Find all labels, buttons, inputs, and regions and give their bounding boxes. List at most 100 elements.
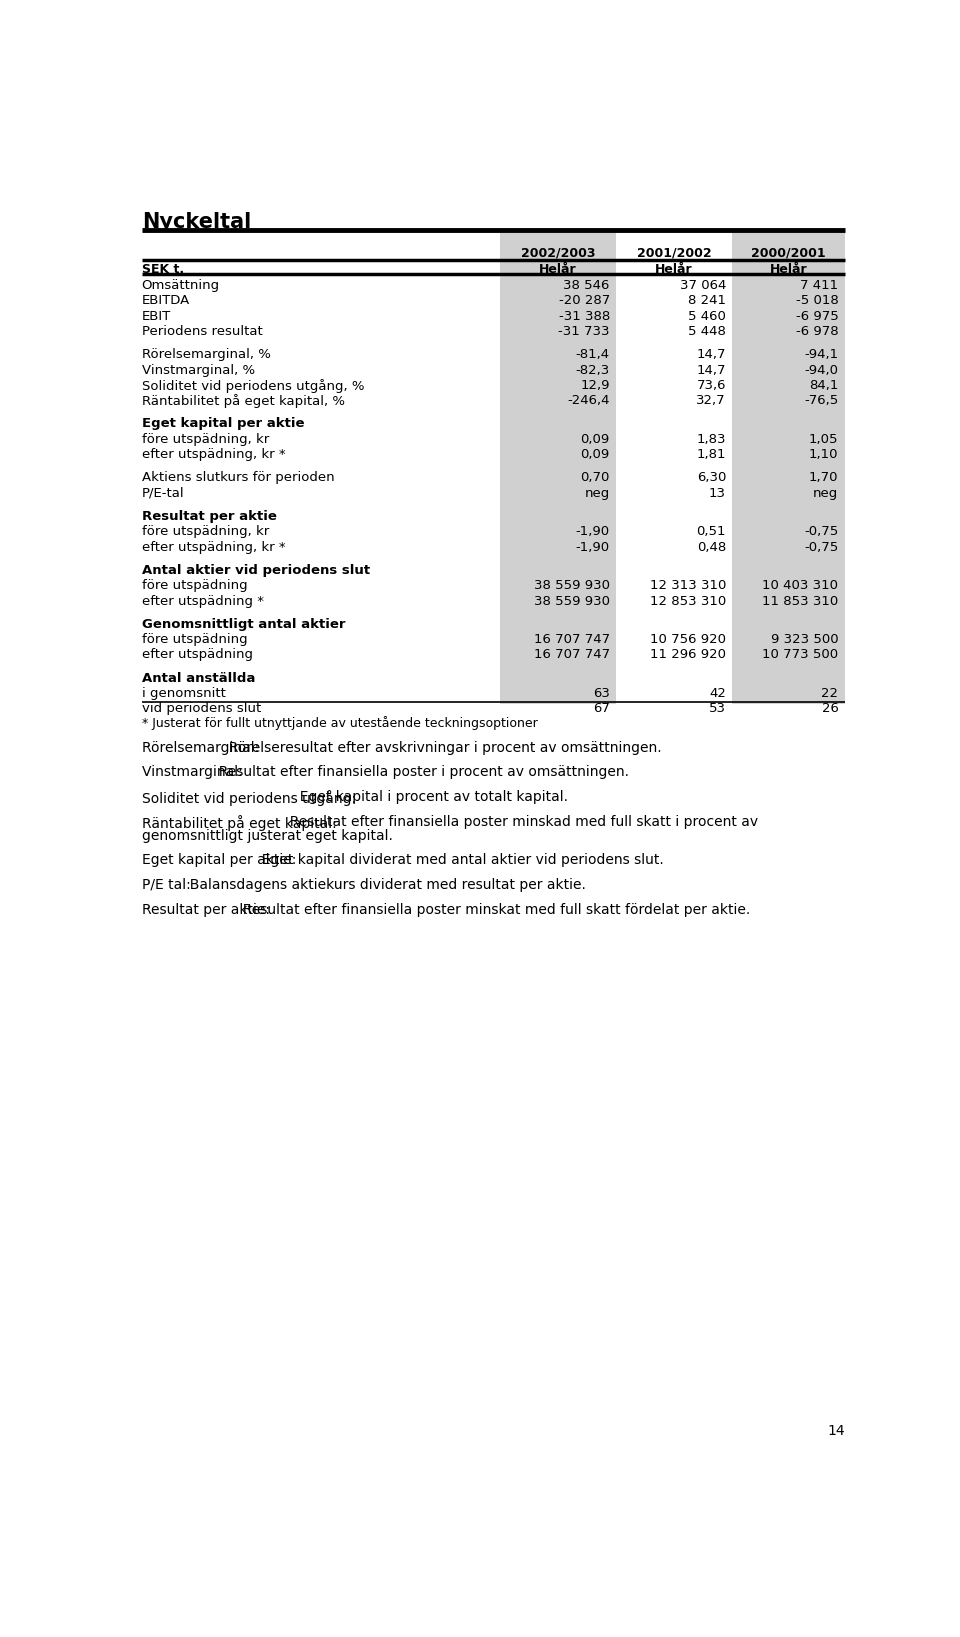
Text: vid periodens slut: vid periodens slut [142,702,261,715]
Text: * Justerat för fullt utnyttjande av utestående teckningsoptioner: * Justerat för fullt utnyttjande av utes… [142,717,538,730]
Text: 2000/2001: 2000/2001 [751,247,826,260]
Text: 0,70: 0,70 [581,471,610,485]
Text: -0,75: -0,75 [804,540,838,553]
Text: Helår: Helår [656,262,693,275]
Text: 1,83: 1,83 [697,432,726,445]
Text: 38 559 930: 38 559 930 [534,579,610,593]
Text: -94,0: -94,0 [804,363,838,377]
Text: Vinstmarginal, %: Vinstmarginal, % [142,363,254,377]
Text: 1,05: 1,05 [809,432,838,445]
Text: -82,3: -82,3 [576,363,610,377]
Text: 73,6: 73,6 [697,378,726,391]
Text: 14,7: 14,7 [697,349,726,362]
Text: Vinstmarginal:: Vinstmarginal: [142,766,247,779]
Text: 2002/2003: 2002/2003 [520,247,595,260]
Text: P/E tal:: P/E tal: [142,877,195,892]
Text: 1,70: 1,70 [809,471,838,485]
Text: efter utspädning: efter utspädning [142,648,252,661]
Bar [500,229,616,704]
Text: efter utspädning *: efter utspädning * [142,594,264,607]
Text: efter utspädning, kr *: efter utspädning, kr * [142,449,285,462]
Text: 5 448: 5 448 [688,326,726,337]
Text: EBIT: EBIT [142,309,171,322]
Text: 6,30: 6,30 [697,471,726,485]
Text: Resultat per aktie:: Resultat per aktie: [142,902,274,917]
Text: 16 707 747: 16 707 747 [534,648,610,661]
Text: i genomsnitt: i genomsnitt [142,688,226,701]
Text: P/E-tal: P/E-tal [142,486,184,499]
Text: SEK t.: SEK t. [142,262,183,275]
Text: Soliditet vid periodens utgång:: Soliditet vid periodens utgång: [142,791,360,805]
Text: Nyckeltal: Nyckeltal [142,211,251,232]
Text: -0,75: -0,75 [804,525,838,539]
Text: Helår: Helår [770,262,807,275]
Text: 11 296 920: 11 296 920 [650,648,726,661]
Text: 1,81: 1,81 [697,449,726,462]
Text: Resultat per aktie: Resultat per aktie [142,509,276,522]
Text: efter utspädning, kr *: efter utspädning, kr * [142,540,285,553]
Text: 9 323 500: 9 323 500 [771,634,838,647]
Text: -246,4: -246,4 [567,395,610,408]
Text: EBITDA: EBITDA [142,295,190,308]
Text: -31 388: -31 388 [559,309,610,322]
Text: 63: 63 [593,688,610,701]
Text: före utspädning: före utspädning [142,634,248,647]
Text: 38 546: 38 546 [564,278,610,291]
Text: 11 853 310: 11 853 310 [762,594,838,607]
Text: 12,9: 12,9 [580,378,610,391]
Text: 14: 14 [827,1424,845,1437]
Text: Aktiens slutkurs för perioden: Aktiens slutkurs för perioden [142,471,334,485]
Text: Eget kapital dividerat med antal aktier vid periodens slut.: Eget kapital dividerat med antal aktier … [252,853,663,868]
Text: 38 559 930: 38 559 930 [534,594,610,607]
Text: genomsnittligt justerat eget kapital.: genomsnittligt justerat eget kapital. [142,828,393,843]
Text: 2001/2002: 2001/2002 [636,247,711,260]
Text: Eget kapital per aktie:: Eget kapital per aktie: [142,853,300,868]
Text: 0,51: 0,51 [697,525,726,539]
Text: -20 287: -20 287 [559,295,610,308]
Text: -5 018: -5 018 [796,295,838,308]
Text: 0,48: 0,48 [697,540,726,553]
Text: 32,7: 32,7 [696,395,726,408]
Text: före utspädning, kr: före utspädning, kr [142,432,269,445]
Text: -76,5: -76,5 [804,395,838,408]
Text: 7 411: 7 411 [801,278,838,291]
Text: 0,09: 0,09 [581,432,610,445]
Text: 8 241: 8 241 [688,295,726,308]
Text: Räntabilitet på eget kapital:: Räntabilitet på eget kapital: [142,815,341,830]
Text: Eget kapital per aktie: Eget kapital per aktie [142,417,304,431]
Text: Resultat efter finansiella poster minskad med full skatt i procent av: Resultat efter finansiella poster minska… [281,815,758,828]
Text: Eget kapital i procent av totalt kapital.: Eget kapital i procent av totalt kapital… [291,791,568,804]
Text: 10 403 310: 10 403 310 [762,579,838,593]
Text: Periodens resultat: Periodens resultat [142,326,262,337]
Text: 1,10: 1,10 [809,449,838,462]
Text: 84,1: 84,1 [809,378,838,391]
Text: neg: neg [813,486,838,499]
Text: Rörelseresultat efter avskrivningar i procent av omsättningen.: Rörelseresultat efter avskrivningar i pr… [220,742,661,755]
Text: före utspädning, kr: före utspädning, kr [142,525,269,539]
Text: 26: 26 [822,702,838,715]
Text: 5 460: 5 460 [688,309,726,322]
Text: 37 064: 37 064 [680,278,726,291]
Text: Rörelsemarginal, %: Rörelsemarginal, % [142,349,271,362]
Text: -31 733: -31 733 [559,326,610,337]
Text: Genomsnittligt antal aktier: Genomsnittligt antal aktier [142,617,346,630]
Text: 22: 22 [822,688,838,701]
Bar [732,229,845,704]
Text: 10 773 500: 10 773 500 [762,648,838,661]
Text: 12 853 310: 12 853 310 [650,594,726,607]
Text: -81,4: -81,4 [576,349,610,362]
Text: neg: neg [585,486,610,499]
Text: Resultat efter finansiella poster minskat med full skatt fördelat per aktie.: Resultat efter finansiella poster minska… [234,902,750,917]
Text: Omsättning: Omsättning [142,278,220,291]
Text: Antal anställda: Antal anställda [142,671,255,684]
Text: Rörelsemarginal:: Rörelsemarginal: [142,742,263,755]
Text: 14,7: 14,7 [697,363,726,377]
Text: Balansdagens aktiekurs dividerat med resultat per aktie.: Balansdagens aktiekurs dividerat med res… [181,877,587,892]
Text: Helår: Helår [540,262,577,275]
Text: -1,90: -1,90 [576,540,610,553]
Text: Antal aktier vid periodens slut: Antal aktier vid periodens slut [142,563,370,576]
Text: -94,1: -94,1 [804,349,838,362]
Text: 67: 67 [593,702,610,715]
Text: 53: 53 [709,702,726,715]
Text: -1,90: -1,90 [576,525,610,539]
